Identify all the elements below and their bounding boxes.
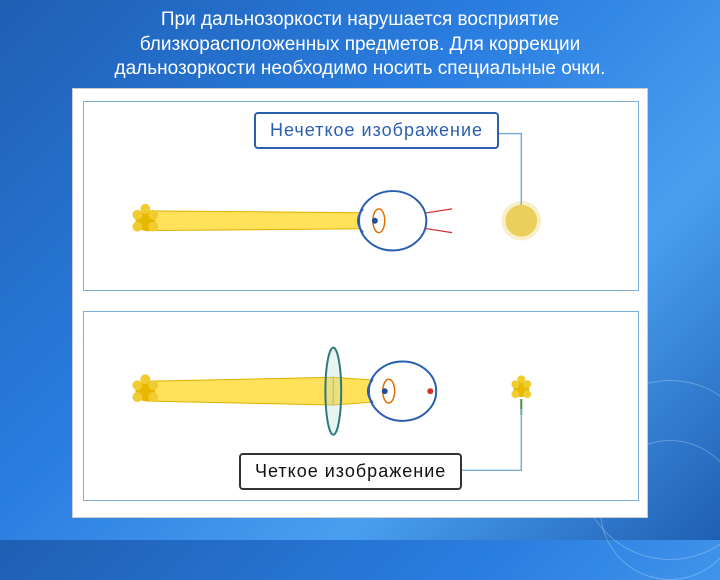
pupil [372,218,378,224]
title-line-3: дальнозоркости необходимо носить специал… [115,58,606,79]
panel-corrected: Четкое изображение [83,311,639,501]
blurry-halo [502,201,542,241]
focal-point [427,388,433,394]
object-flower [132,204,158,232]
panel-uncorrected: Нечеткое изображение [83,101,639,291]
label-sharp: Четкое изображение [239,453,462,490]
slide-title: При дальнозоркости нарушается восприятие… [0,0,720,88]
pupil [382,388,388,394]
label-sharp-text: Четкое изображение [255,461,446,481]
eye-outline [369,362,436,421]
light-cone-left [145,377,333,405]
diagram-canvas: Нечеткое изображение [72,88,648,518]
corrective-lens [325,348,341,435]
connector [462,409,521,470]
label-blurry: Нечеткое изображение [254,112,499,149]
object-flower [132,374,158,402]
title-line-2: близкорасположенных предметов. Для корре… [140,34,581,55]
label-blurry-text: Нечеткое изображение [270,120,483,140]
title-line-1: При дальнозоркости нарушается восприятие [161,9,559,30]
eye-outline [359,191,426,250]
